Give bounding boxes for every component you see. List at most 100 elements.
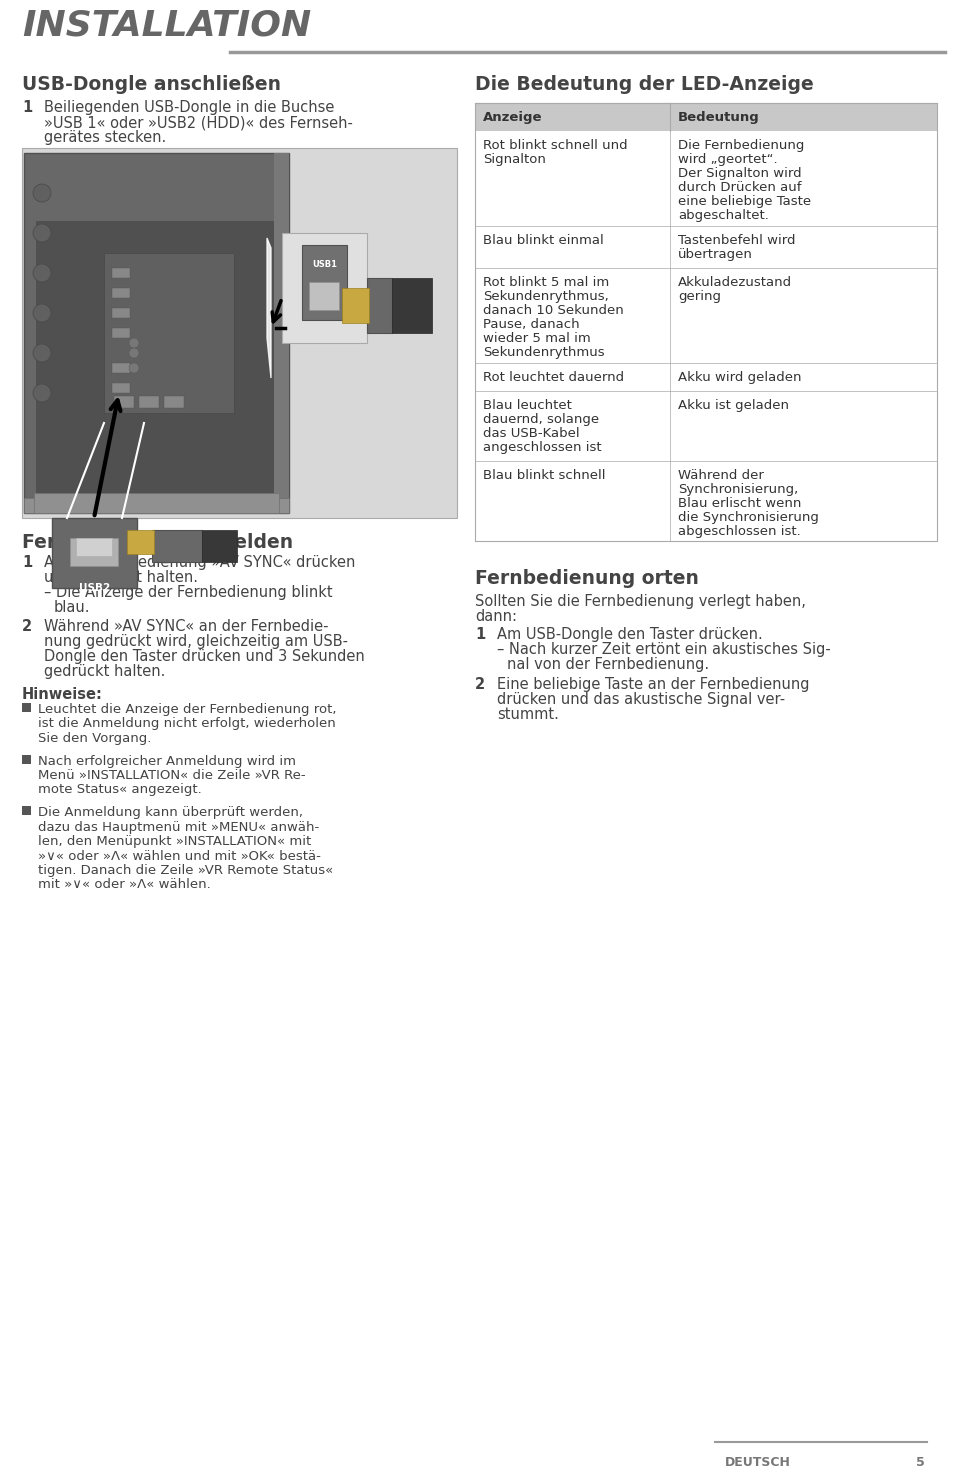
Text: Rot blinkt schnell und: Rot blinkt schnell und [483, 138, 628, 152]
Circle shape [33, 224, 51, 242]
Text: die Synchronisierung: die Synchronisierung [678, 511, 819, 524]
Bar [112, 308, 130, 318]
Bar [475, 225, 937, 268]
Text: Tastenbefehl wird: Tastenbefehl wird [678, 234, 796, 247]
Circle shape [33, 345, 51, 362]
Bar [127, 530, 154, 554]
Circle shape [33, 384, 51, 402]
Circle shape [33, 264, 51, 281]
Bar [309, 281, 339, 309]
Bar [22, 754, 31, 763]
Circle shape [33, 184, 51, 202]
Bar [392, 278, 432, 333]
Text: dazu das Hauptmenü mit »MENU« anwäh-: dazu das Hauptmenü mit »MENU« anwäh- [38, 820, 320, 834]
Bar [112, 289, 130, 298]
Text: dauernd, solange: dauernd, solange [483, 412, 599, 426]
Text: »∨« oder »Λ« wählen und mit »OK« bestä-: »∨« oder »Λ« wählen und mit »OK« bestä- [38, 850, 321, 863]
Bar [282, 233, 367, 343]
Bar [70, 538, 118, 566]
Text: Am USB-Dongle den Taster drücken.: Am USB-Dongle den Taster drücken. [497, 627, 763, 642]
Text: Pause, danach: Pause, danach [483, 318, 580, 331]
Text: übertragen: übertragen [678, 247, 753, 261]
Bar [22, 806, 31, 815]
Text: Die Anmeldung kann überprüft werden,: Die Anmeldung kann überprüft werden, [38, 806, 303, 819]
Text: Sollten Sie die Fernbedienung verlegt haben,: Sollten Sie die Fernbedienung verlegt ha… [475, 594, 805, 608]
Text: Akkuladezustand: Akkuladezustand [678, 275, 792, 289]
Bar [475, 131, 937, 225]
Bar [475, 268, 937, 362]
Text: mit »∨« oder »Λ« wählen.: mit »∨« oder »Λ« wählen. [38, 878, 211, 891]
Bar [112, 362, 130, 373]
Text: Blau leuchtet: Blau leuchtet [483, 399, 572, 412]
Bar [76, 538, 112, 555]
Text: len, den Menüpunkt »INSTALLATION« mit: len, den Menüpunkt »INSTALLATION« mit [38, 835, 311, 848]
Text: Leuchtet die Anzeige der Fernbedienung rot,: Leuchtet die Anzeige der Fernbedienung r… [38, 703, 337, 716]
Text: nung gedrückt wird, gleichzeitig am USB-: nung gedrückt wird, gleichzeitig am USB- [44, 633, 348, 650]
Circle shape [129, 348, 139, 358]
Bar [302, 245, 347, 320]
Text: abgeschaltet.: abgeschaltet. [678, 209, 769, 222]
Text: Signalton: Signalton [483, 153, 546, 166]
Bar [24, 498, 289, 513]
Text: danach 10 Sekunden: danach 10 Sekunden [483, 303, 624, 317]
Text: gedrückt halten.: gedrückt halten. [44, 664, 165, 679]
Circle shape [33, 303, 51, 323]
Bar [475, 103, 937, 131]
Text: 5: 5 [916, 1455, 925, 1469]
Bar [22, 147, 457, 518]
Text: Die Bedeutung der LED-Anzeige: Die Bedeutung der LED-Anzeige [475, 75, 814, 94]
Text: USB2: USB2 [79, 583, 110, 594]
Text: Dongle den Taster drücken und 3 Sekunden: Dongle den Taster drücken und 3 Sekunden [44, 650, 365, 664]
Text: wieder 5 mal im: wieder 5 mal im [483, 331, 590, 345]
Text: ist die Anmeldung nicht erfolgt, wiederholen: ist die Anmeldung nicht erfolgt, wiederh… [38, 717, 336, 731]
Bar [36, 221, 277, 501]
Text: Rot leuchtet dauernd: Rot leuchtet dauernd [483, 371, 624, 384]
Text: angeschlossen ist: angeschlossen ist [483, 440, 602, 454]
Text: USB1: USB1 [312, 261, 337, 270]
Text: gering: gering [678, 290, 721, 303]
Text: 2: 2 [22, 619, 32, 633]
Text: INSTALLATION: INSTALLATION [22, 7, 311, 43]
Polygon shape [267, 239, 271, 379]
Circle shape [129, 362, 139, 373]
Text: 1: 1 [475, 627, 485, 642]
Text: Blau blinkt schnell: Blau blinkt schnell [483, 468, 606, 482]
Text: Bedeutung: Bedeutung [678, 112, 759, 125]
Text: gerätes stecken.: gerätes stecken. [44, 130, 166, 144]
Text: Beiliegenden USB-Dongle in die Buchse: Beiliegenden USB-Dongle in die Buchse [44, 100, 334, 115]
Text: wird „geortet“.: wird „geortet“. [678, 153, 778, 166]
Text: Synchronisierung,: Synchronisierung, [678, 483, 799, 496]
Bar [112, 328, 130, 337]
Text: Nach erfolgreicher Anmeldung wird im: Nach erfolgreicher Anmeldung wird im [38, 754, 296, 767]
Text: Während der: Während der [678, 468, 764, 482]
Text: »USB 1« oder »USB2 (HDD)« des Fernseh-: »USB 1« oder »USB2 (HDD)« des Fernseh- [44, 115, 353, 130]
Bar [139, 396, 159, 408]
Text: Die Fernbedienung: Die Fernbedienung [678, 138, 804, 152]
Text: Sie den Vorgang.: Sie den Vorgang. [38, 732, 152, 745]
Bar [104, 253, 234, 412]
Text: stummt.: stummt. [497, 707, 559, 722]
Text: dann:: dann: [475, 608, 517, 625]
Text: blau.: blau. [54, 600, 90, 616]
Text: Anzeige: Anzeige [483, 112, 542, 125]
Text: Akku ist geladen: Akku ist geladen [678, 399, 789, 412]
Bar [34, 493, 279, 513]
Text: mote Status« angezeigt.: mote Status« angezeigt. [38, 784, 202, 797]
Text: das USB-Kabel: das USB-Kabel [483, 427, 580, 440]
Bar [367, 278, 392, 333]
Text: Sekundenrythmus: Sekundenrythmus [483, 346, 605, 359]
Text: An der Fernbedienung »AV SYNC« drücken: An der Fernbedienung »AV SYNC« drücken [44, 555, 355, 570]
Bar [112, 383, 130, 393]
Text: drücken und das akustische Signal ver-: drücken und das akustische Signal ver- [497, 692, 785, 707]
Text: Blau blinkt einmal: Blau blinkt einmal [483, 234, 604, 247]
Bar [52, 518, 137, 588]
Text: eine beliebige Taste: eine beliebige Taste [678, 194, 811, 208]
Text: durch Drücken auf: durch Drücken auf [678, 181, 802, 194]
Text: Eine beliebige Taste an der Fernbedienung: Eine beliebige Taste an der Fernbedienun… [497, 678, 809, 692]
Text: tigen. Danach die Zeile »VR Remote Status«: tigen. Danach die Zeile »VR Remote Statu… [38, 865, 333, 876]
Text: Akku wird geladen: Akku wird geladen [678, 371, 802, 384]
Bar [475, 390, 937, 461]
Bar [112, 268, 130, 278]
Bar [475, 103, 937, 541]
Text: abgeschlossen ist.: abgeschlossen ist. [678, 524, 801, 538]
